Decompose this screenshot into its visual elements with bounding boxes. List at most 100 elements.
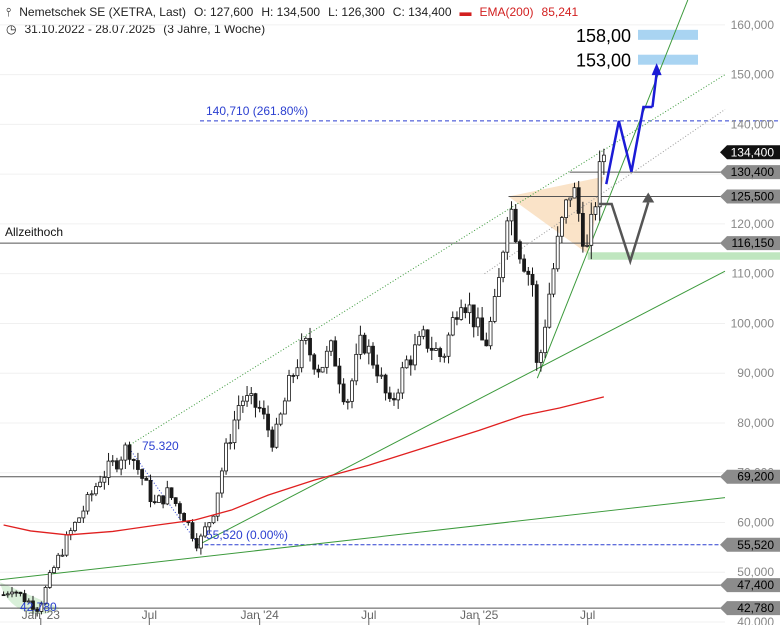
candle-2023-03-13-body — [81, 510, 86, 519]
candle-2023-05-22-body — [123, 444, 128, 461]
chart-type-icon[interactable]: ⫯ — [6, 5, 12, 19]
candle-2022-12-12-body — [26, 600, 31, 603]
candle-2024-04-08-body — [316, 368, 321, 373]
candle-2024-12-02-body — [459, 307, 464, 320]
candle-2024-12-30-body — [476, 317, 480, 328]
candle-2025-03-31-body — [530, 274, 535, 286]
candle-2024-01-22-body — [270, 429, 275, 448]
candle-2025-01-13-body — [484, 339, 489, 347]
candle-2024-08-05-body — [387, 392, 392, 399]
x-tick-label-0: Jan '23 — [22, 608, 61, 622]
candle-2024-01-08-body — [261, 407, 266, 415]
candle-2023-04-03-body — [94, 486, 98, 495]
candle-2024-06-24-body — [362, 334, 367, 354]
candle-2024-06-17-body — [358, 334, 363, 355]
candle-2023-08-21-body — [178, 503, 182, 514]
candle-2023-07-31-body — [165, 487, 170, 505]
projection-up-arrow-shaft — [651, 73, 658, 108]
candle-2023-09-04-body — [186, 521, 191, 524]
candle-2023-12-25-body — [253, 393, 258, 408]
candle-2023-02-27-body — [73, 521, 77, 531]
candle-2024-11-04-body — [442, 355, 447, 358]
candle-2023-06-26-body — [144, 478, 149, 481]
candle-2024-04-22-body — [324, 350, 329, 368]
target-label-0: 158,00 — [576, 26, 631, 46]
candle-2023-08-07-body — [169, 487, 174, 499]
candle-2025-03-03-body — [513, 208, 518, 243]
ema-value: 85,241 — [541, 5, 579, 19]
x-tick-label-1: Jul — [142, 608, 157, 622]
candle-2022-12-19-body — [31, 600, 35, 610]
candle-2024-02-05-body — [278, 413, 283, 425]
candle-2024-07-22-body — [379, 374, 384, 377]
all-time-high-label: Allzeithoch — [5, 225, 63, 239]
candle-2023-04-24-body — [106, 460, 111, 478]
candle-2024-04-29-body — [329, 340, 333, 352]
candle-2025-04-07-body — [534, 284, 539, 363]
low-value: L: 126,300 — [328, 5, 385, 19]
last-price-tag-label: 134,400 — [731, 145, 775, 159]
price-tag-42780-bg — [720, 601, 780, 616]
candle-2024-03-18-body — [303, 337, 308, 341]
candle-2025-07-28-body — [601, 154, 606, 163]
candle-2023-12-04-body — [240, 400, 245, 406]
price-tag-42780-label: 42,780 — [737, 601, 774, 615]
horizontal-levels — [0, 120, 780, 609]
candle-2024-09-16-body — [413, 344, 417, 366]
candle-2025-06-23-body — [580, 212, 585, 247]
candle-2023-01-02-body — [39, 603, 44, 612]
header-line-1: ⫯ Nemetschek SE (XETRA, Last) O: 127,600 H:… — [6, 5, 586, 20]
ema-legend-dash: ▬ — [459, 5, 472, 19]
x-tick-label-3: Jul — [361, 608, 376, 622]
swing-high-label: 75.320 — [142, 439, 179, 453]
candle-2025-05-19-body — [559, 217, 564, 237]
candle-2025-01-27-body — [492, 296, 497, 322]
period-label: (3 Jahre, 1 Woche) — [163, 22, 266, 36]
candle-2023-06-05-body — [131, 458, 136, 461]
candle-2024-08-19-body — [396, 392, 401, 401]
candle-2023-03-27-body — [89, 493, 94, 496]
y-axis: 40,00050,00060,00070,00080,00090,000100,… — [731, 18, 775, 625]
candle-2024-01-15-body — [266, 413, 270, 431]
candle-2023-03-06-body — [77, 517, 82, 523]
candle-2024-07-01-body — [366, 345, 371, 354]
candle-2024-03-04-body — [295, 367, 300, 377]
fib-base-label: 55,520 (0.00%) — [206, 528, 288, 542]
candle-2023-09-18-body — [194, 538, 199, 549]
candle-2024-11-25-body — [455, 317, 459, 320]
y-tick-label-50000: 50,000 — [737, 565, 774, 579]
candle-2024-04-01-body — [312, 354, 317, 370]
candle-2025-03-10-body — [518, 241, 522, 260]
candle-2024-11-11-body — [446, 334, 451, 357]
candle-2023-09-25-body — [198, 535, 203, 549]
y-tick-label-110000: 110,000 — [732, 267, 775, 281]
candle-2023-11-20-body — [232, 419, 237, 444]
fib-extension-label: 140,710 (261.80%) — [206, 104, 308, 118]
candle-2024-05-20-body — [341, 383, 346, 403]
candle-2025-02-03-body — [497, 277, 501, 297]
price-tag-55520-bg — [720, 537, 780, 552]
grid — [0, 24, 725, 623]
candle-2024-10-28-body — [438, 348, 443, 357]
candle-2024-08-12-body — [392, 398, 396, 401]
y-tick-label-80000: 80,000 — [737, 416, 774, 430]
candle-2024-08-26-body — [400, 367, 405, 394]
candle-2024-05-13-body — [337, 365, 342, 385]
candle-2024-09-09-body — [408, 359, 413, 366]
candle-2023-01-16-body — [47, 572, 52, 588]
candle-2022-11-28-body — [18, 591, 23, 594]
candle-2023-11-27-body — [236, 405, 241, 421]
candle-2023-04-10-body — [98, 481, 103, 487]
candle-2023-05-29-body — [127, 444, 132, 460]
candle-2024-03-25-body — [308, 337, 312, 356]
candle-2023-06-19-body — [140, 469, 145, 479]
candle-2025-06-02-body — [568, 197, 573, 201]
candle-2024-03-11-body — [299, 339, 304, 369]
price-tags: 130,400 125,500 116,150 69,200 55,520 47,400 4… — [720, 145, 780, 616]
candle-2023-01-23-body — [52, 567, 56, 573]
candle-2025-02-10-body — [501, 251, 506, 278]
clock-icon: ◷ — [6, 22, 17, 36]
candle-2023-10-30-body — [219, 470, 224, 494]
annotations: 158,00 153,00 140,710 (261.80%) 55,520 (0.0… — [5, 26, 631, 614]
